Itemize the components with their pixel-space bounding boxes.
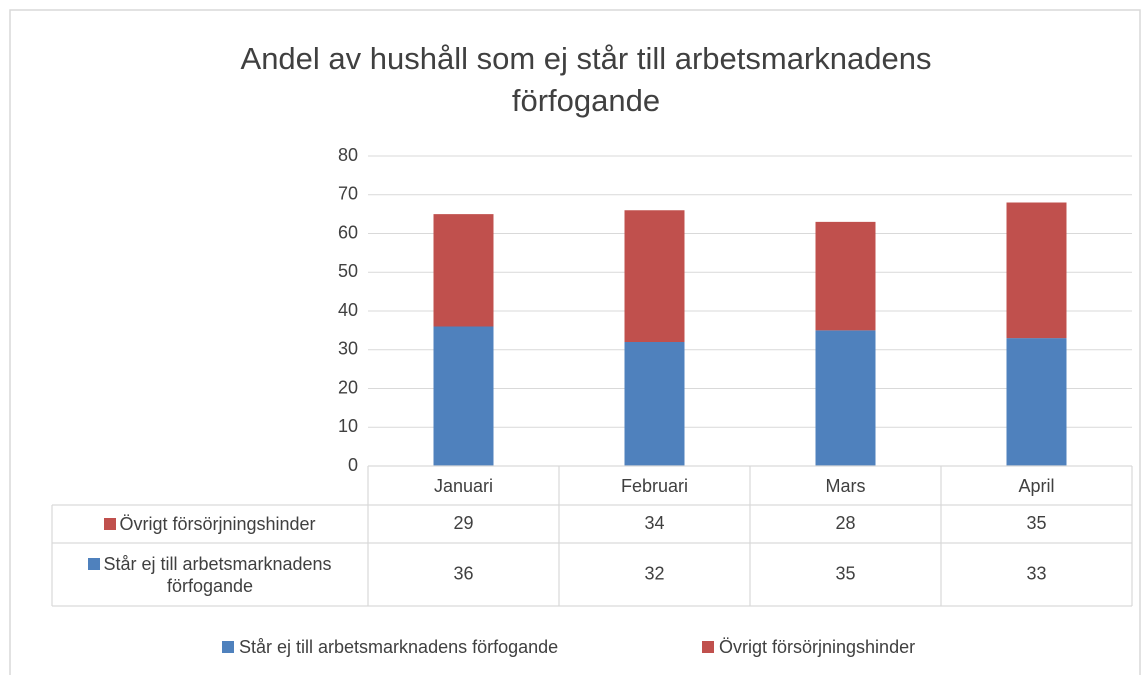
y-tick-label: 60	[338, 222, 358, 242]
x-tick-label: April	[1018, 476, 1054, 496]
table-row-label: Övrigt försörjningshinder	[119, 514, 316, 534]
table-value: 34	[644, 513, 664, 533]
chart-border	[9, 9, 1141, 675]
bar	[815, 330, 876, 466]
title-box: Andel av hushåll som ej står till arbets…	[240, 41, 932, 118]
legend-key	[702, 641, 714, 653]
legend-key	[222, 641, 234, 653]
table-legend-key	[88, 557, 101, 570]
chart-title: Andel av hushåll som ej står till arbets…	[240, 41, 932, 118]
y-tick-label: 40	[338, 300, 358, 320]
x-tick-label: Januari	[434, 476, 493, 496]
bar	[1006, 338, 1067, 466]
y-tick-label: 20	[338, 377, 358, 397]
table-value: 28	[835, 513, 855, 533]
x-tick-label: Februari	[621, 476, 688, 496]
y-tick-label: 50	[338, 261, 358, 281]
y-tick-label: 10	[338, 416, 358, 436]
table-value: 35	[835, 563, 855, 583]
y-tick-label: 80	[338, 145, 358, 165]
y-tick-label: 0	[348, 455, 358, 475]
table-value: 32	[644, 563, 664, 583]
bar	[624, 342, 685, 466]
table-value: 36	[453, 563, 473, 583]
table-row-label: Står ej till arbetsmarknadens förfogande	[103, 553, 332, 596]
table-legend-key	[104, 518, 117, 530]
y-tick-label: 30	[338, 339, 358, 359]
x-tick-label: Mars	[826, 476, 866, 496]
bar	[433, 214, 494, 327]
legend-label: Övrigt försörjningshinder	[719, 637, 915, 657]
legend-label: Står ej till arbetsmarknadens förfogande	[239, 637, 558, 657]
table-value: 29	[453, 513, 473, 533]
table-value: 35	[1026, 513, 1046, 533]
bar	[624, 210, 685, 342]
bar	[815, 221, 876, 331]
bar	[433, 326, 494, 466]
table-value: 33	[1026, 563, 1046, 583]
table-row-label-box: Övrigt försörjningshinder	[104, 514, 316, 534]
y-tick-label: 70	[338, 184, 358, 204]
bar	[1006, 202, 1067, 339]
table-row-label-box: Står ej till arbetsmarknadens förfogande	[88, 553, 332, 596]
